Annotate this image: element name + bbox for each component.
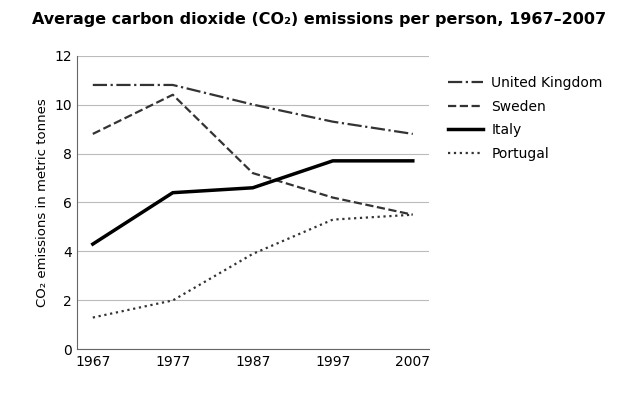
Portugal: [329, 217, 337, 222]
United Kingdom: [409, 131, 417, 136]
Sweden: [329, 195, 337, 200]
Italy: [409, 158, 417, 163]
United Kingdom: [329, 119, 337, 124]
Italy: [249, 185, 257, 190]
Y-axis label: CO₂ emissions in metric tonnes: CO₂ emissions in metric tonnes: [36, 98, 49, 307]
Line: Italy: Italy: [93, 161, 413, 244]
Line: United Kingdom: United Kingdom: [93, 85, 413, 134]
Portugal: [169, 298, 177, 303]
Text: Average carbon dioxide (CO₂) emissions per person, 1967–2007: Average carbon dioxide (CO₂) emissions p…: [32, 12, 606, 27]
Italy: [89, 242, 97, 247]
Line: Sweden: Sweden: [93, 95, 413, 215]
United Kingdom: [169, 83, 177, 87]
Portugal: [89, 315, 97, 320]
Legend: United Kingdom, Sweden, Italy, Portugal: United Kingdom, Sweden, Italy, Portugal: [443, 70, 609, 167]
Italy: [169, 190, 177, 195]
Portugal: [249, 252, 257, 256]
United Kingdom: [249, 102, 257, 107]
United Kingdom: [89, 83, 97, 87]
Sweden: [249, 171, 257, 175]
Sweden: [409, 212, 417, 217]
Sweden: [89, 131, 97, 136]
Sweden: [169, 93, 177, 97]
Line: Portugal: Portugal: [93, 215, 413, 318]
Portugal: [409, 212, 417, 217]
Italy: [329, 158, 337, 163]
